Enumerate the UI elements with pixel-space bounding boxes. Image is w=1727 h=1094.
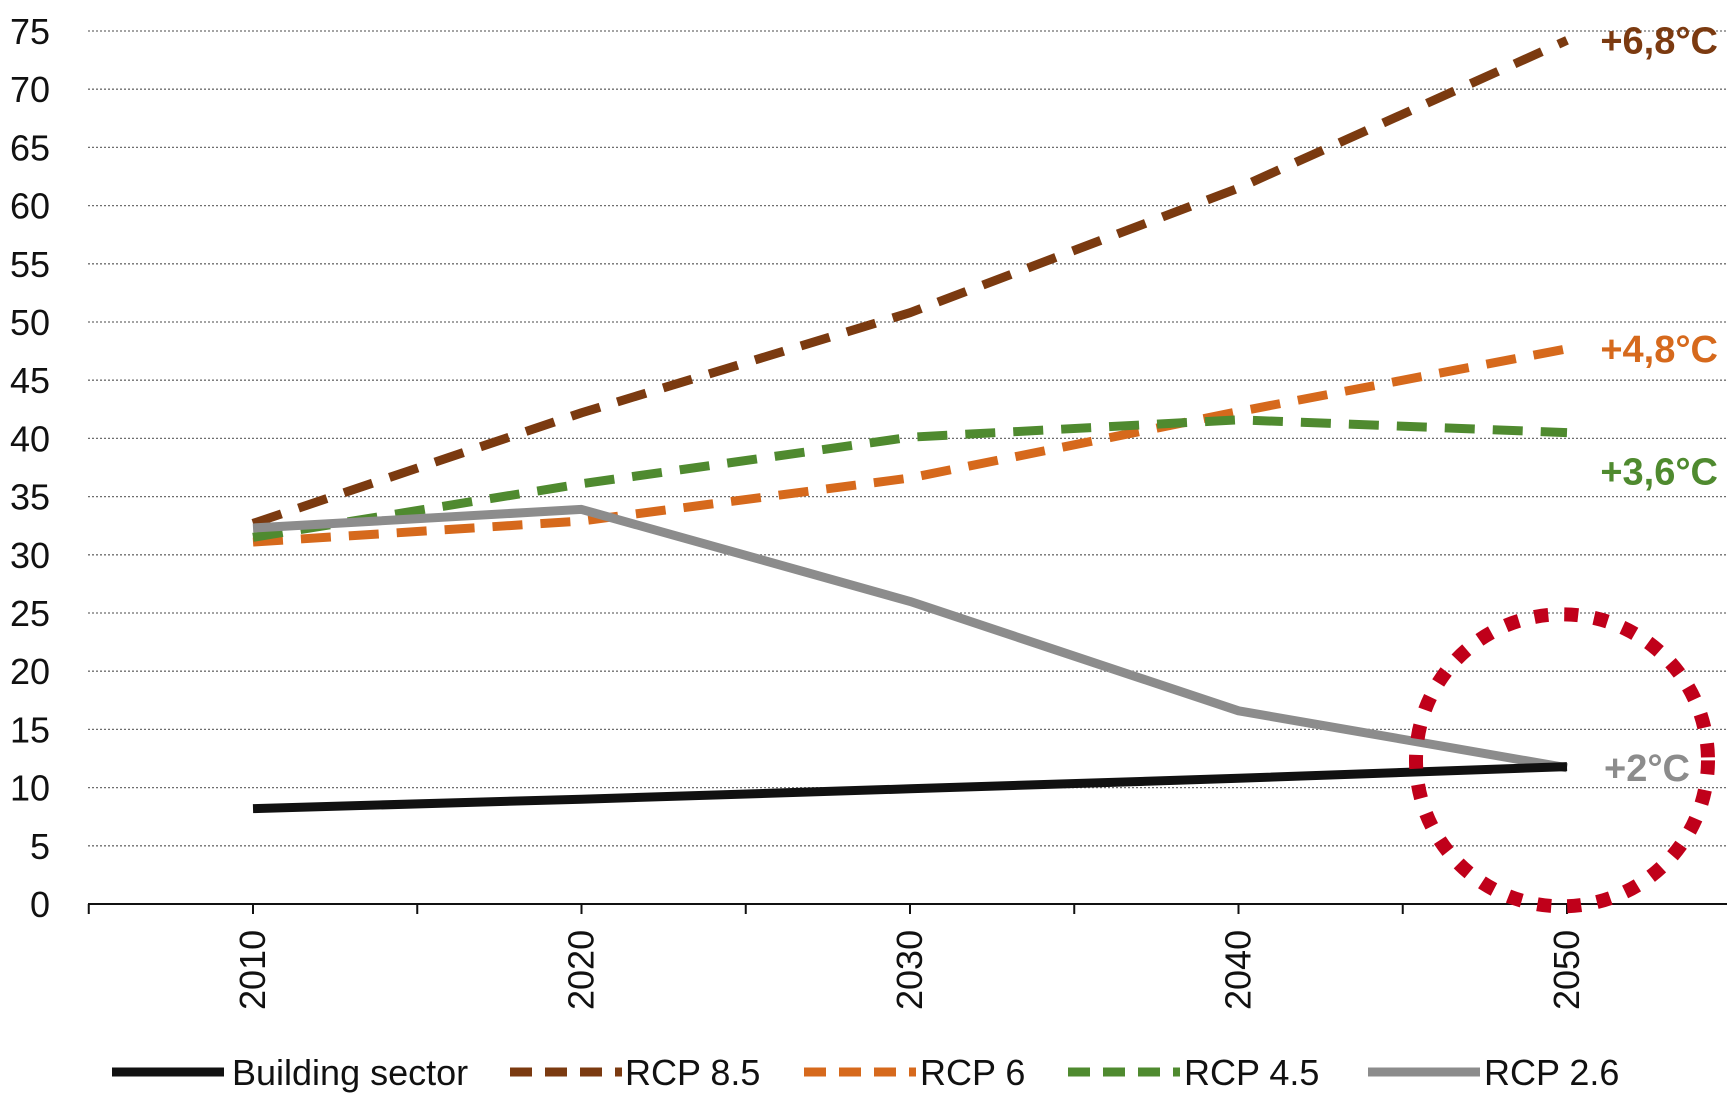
- series-lines: [251, 36, 1569, 814]
- annotation-rcp-6: +4,8°C: [1600, 329, 1718, 371]
- legend-label-rcp-8-5: RCP 8.5: [625, 1052, 760, 1093]
- y-tick-label-0: 0: [30, 884, 50, 925]
- legend-label-rcp-4-5: RCP 4.5: [1184, 1052, 1319, 1093]
- annotation-rcp-8-5: +6,8°C: [1600, 20, 1718, 62]
- x-tick-label-2050: 2050: [1546, 930, 1587, 1010]
- y-tick-label-20: 20: [10, 651, 50, 692]
- x-axis: 2010 2020 2030 2040 2050: [87, 903, 1727, 1010]
- x-tick-label-2030: 2030: [889, 930, 930, 1010]
- y-tick-label-35: 35: [10, 477, 50, 518]
- y-tick-label-50: 50: [10, 302, 50, 343]
- legend-label-rcp-2-6: RCP 2.6: [1484, 1052, 1619, 1093]
- x-tick-label-2010: 2010: [232, 930, 273, 1010]
- y-tick-label-55: 55: [10, 244, 50, 285]
- x-tick-label-2020: 2020: [561, 930, 602, 1010]
- series-line-building-sector: [252, 762, 1568, 814]
- end-annotations: +6,8°C +4,8°C +3,6°C +2°C: [1600, 20, 1718, 790]
- legend-label-rcp-6: RCP 6: [920, 1052, 1025, 1093]
- y-tick-label-40: 40: [10, 418, 50, 459]
- highlight-dotted-circle: [1409, 607, 1715, 914]
- series-line-rcp-4-5: [252, 415, 1568, 542]
- y-axis-tick-labels: 0 5 10 15 20 25 30 35 40 45 50 55 60 65 70 75: [10, 11, 50, 925]
- highlight-circle: [1409, 607, 1715, 914]
- y-tick-label-15: 15: [10, 709, 50, 750]
- y-tick-label-10: 10: [10, 768, 50, 809]
- y-tick-label-70: 70: [10, 69, 50, 110]
- y-tick-label-45: 45: [10, 360, 50, 401]
- y-tick-label-65: 65: [10, 127, 50, 168]
- y-tick-label-75: 75: [10, 11, 50, 52]
- y-tick-label-30: 30: [10, 535, 50, 576]
- annotation-rcp-2-6: +2°C: [1604, 748, 1690, 790]
- y-tick-label-5: 5: [30, 826, 50, 867]
- legend: Building sector RCP 8.5 RCP 6 RCP 4.5 RCP 2.…: [112, 1052, 1619, 1093]
- series-line-rcp-2-6: [252, 504, 1568, 773]
- annotation-rcp-4-5: +3,6°C: [1600, 452, 1718, 494]
- x-tick-label-2040: 2040: [1218, 930, 1259, 1010]
- series-line-rcp-6: [252, 344, 1568, 547]
- y-tick-label-60: 60: [10, 186, 50, 227]
- y-tick-label-25: 25: [10, 593, 50, 634]
- grid-lines: [88, 30, 1727, 847]
- legend-label-building-sector: Building sector: [232, 1052, 468, 1093]
- series-line-rcp-8-5: [251, 36, 1569, 528]
